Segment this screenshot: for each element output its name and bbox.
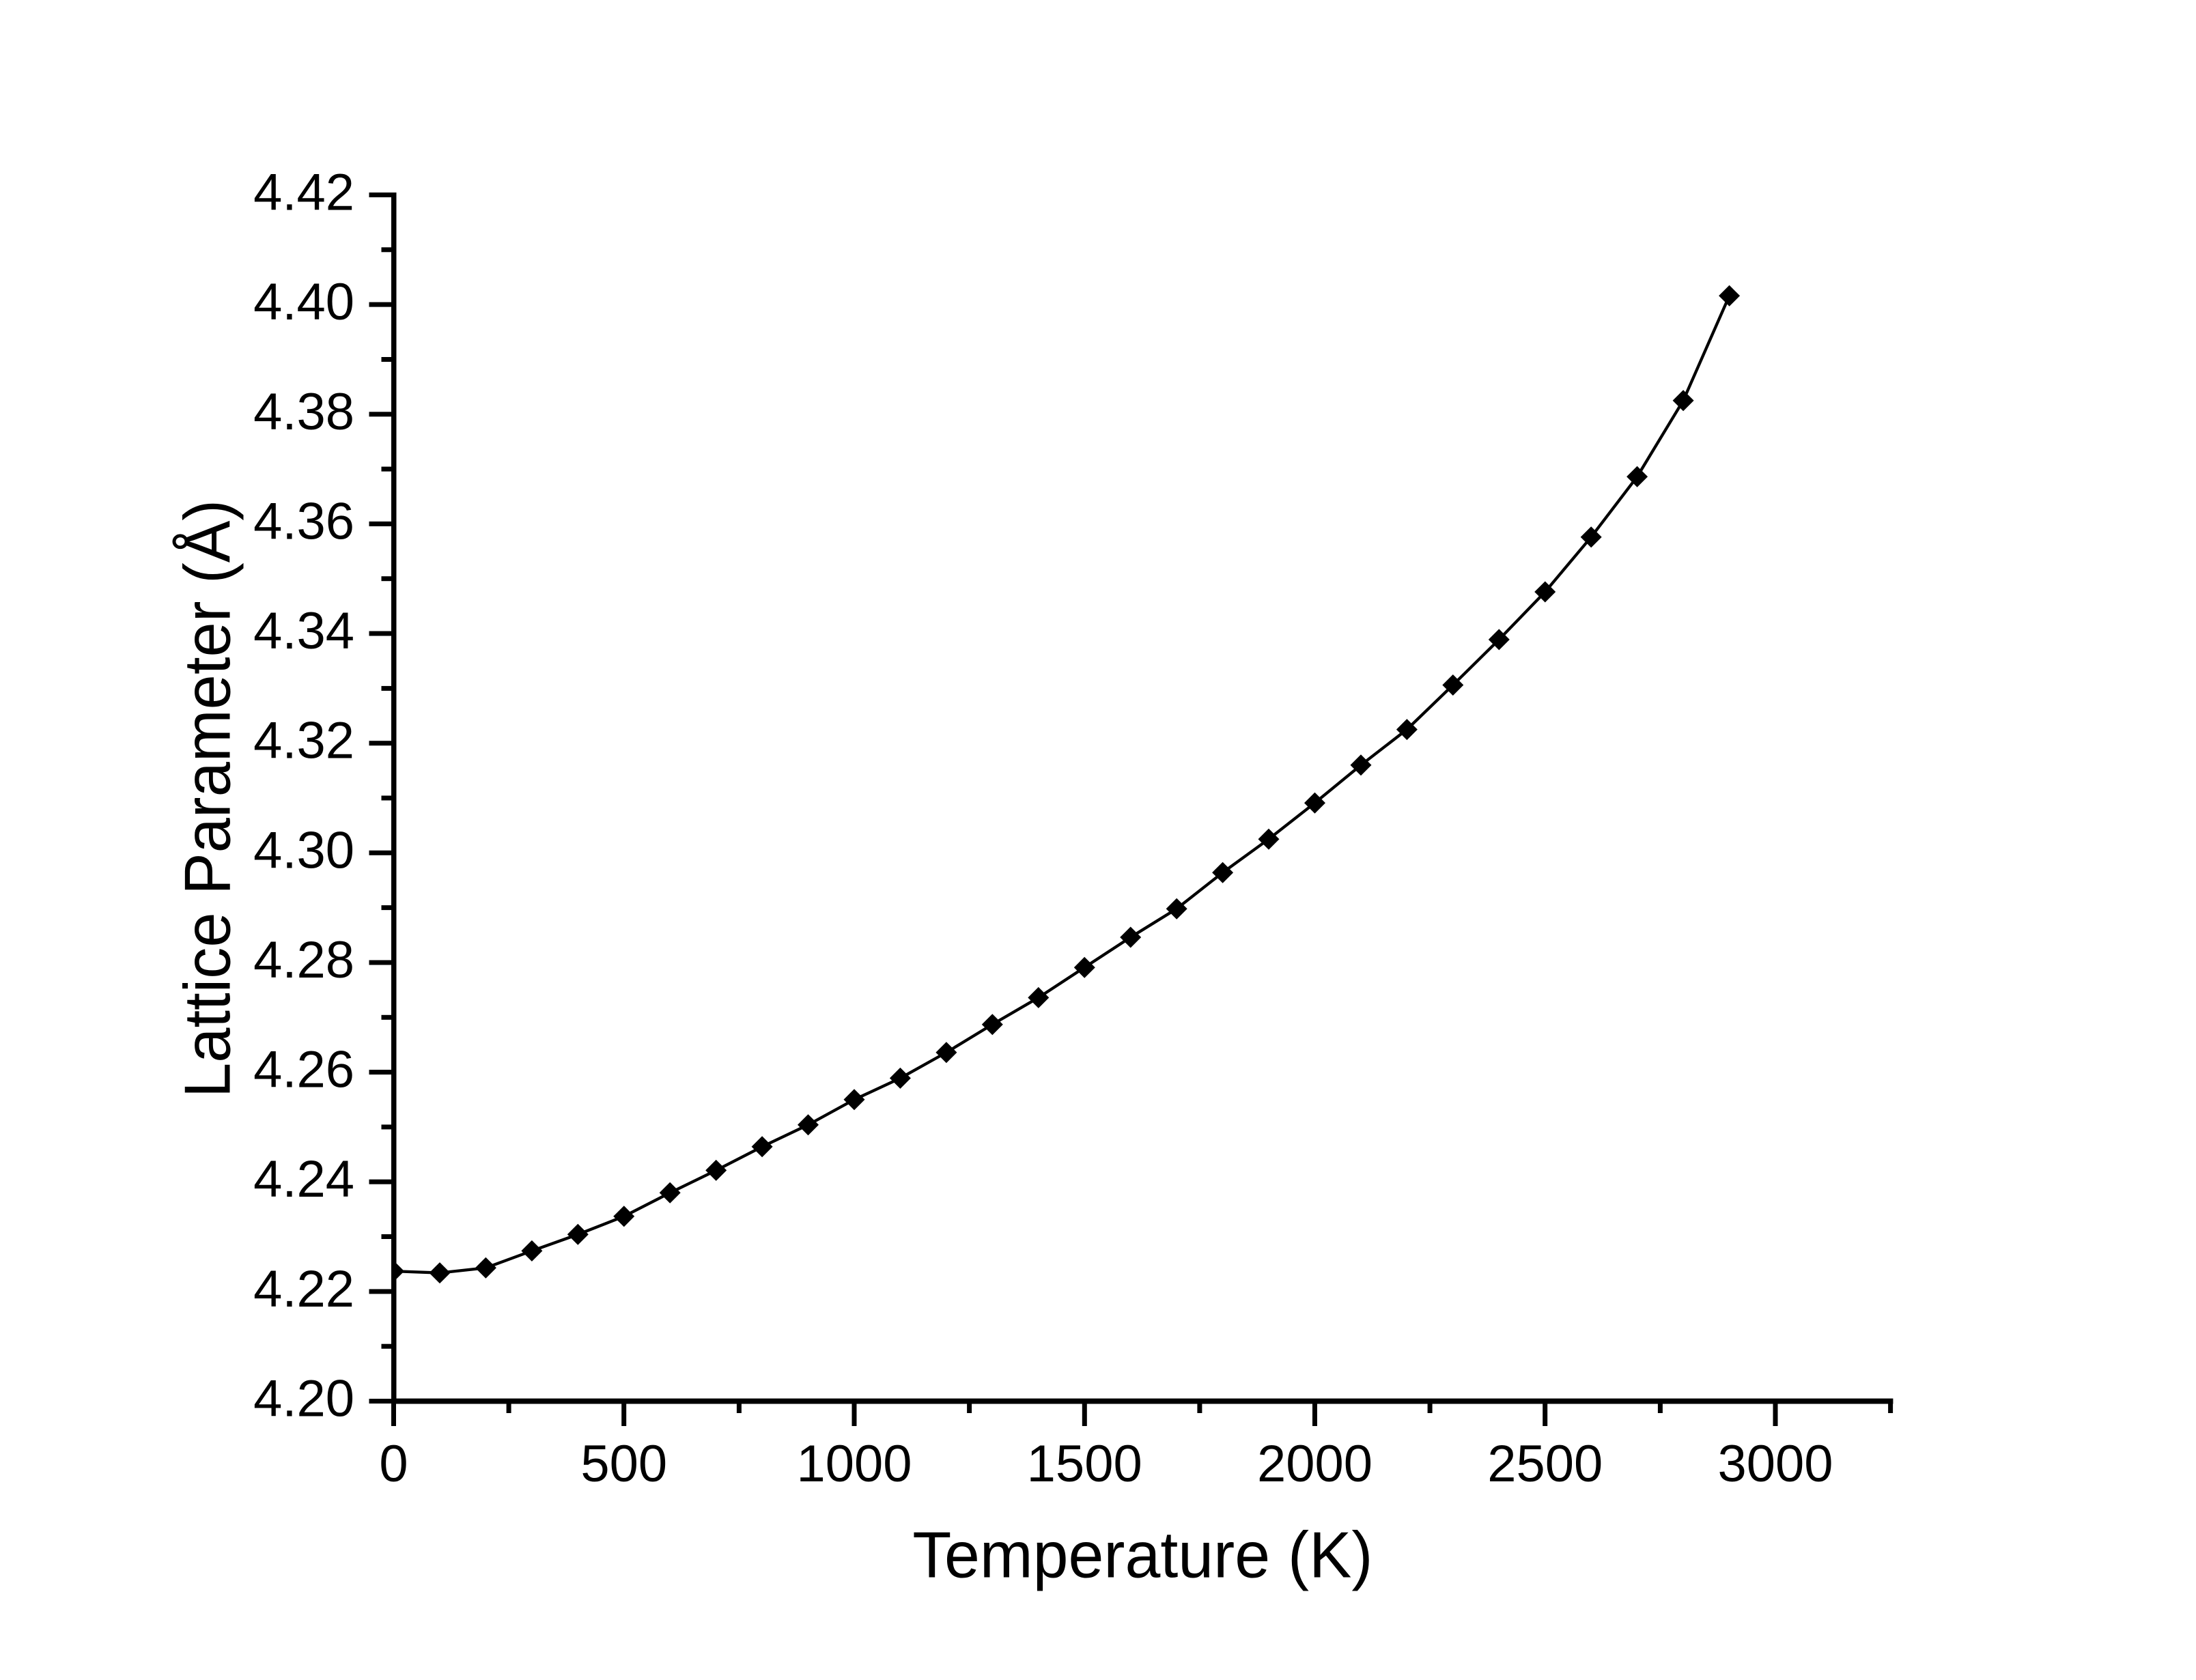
svg-text:3000: 3000 <box>1717 1435 1833 1493</box>
svg-text:2500: 2500 <box>1487 1435 1603 1493</box>
svg-text:4.42: 4.42 <box>253 164 354 222</box>
svg-text:Lattice Parameter (Å): Lattice Parameter (Å) <box>171 500 244 1098</box>
svg-text:4.24: 4.24 <box>253 1150 354 1208</box>
svg-text:4.32: 4.32 <box>253 712 354 770</box>
svg-text:4.28: 4.28 <box>253 931 354 989</box>
svg-text:0: 0 <box>379 1435 408 1493</box>
svg-text:4.38: 4.38 <box>253 383 354 441</box>
svg-text:2000: 2000 <box>1257 1435 1372 1493</box>
svg-text:4.34: 4.34 <box>253 602 354 660</box>
svg-text:4.30: 4.30 <box>253 821 354 879</box>
svg-text:4.26: 4.26 <box>253 1041 354 1099</box>
svg-text:500: 500 <box>580 1435 667 1493</box>
svg-text:Temperature (K): Temperature (K) <box>912 1519 1372 1592</box>
svg-text:1000: 1000 <box>796 1435 912 1493</box>
svg-text:4.40: 4.40 <box>253 273 354 331</box>
svg-text:4.36: 4.36 <box>253 492 354 550</box>
svg-text:4.22: 4.22 <box>253 1260 354 1318</box>
svg-text:1500: 1500 <box>1027 1435 1142 1493</box>
svg-text:4.20: 4.20 <box>253 1370 354 1428</box>
